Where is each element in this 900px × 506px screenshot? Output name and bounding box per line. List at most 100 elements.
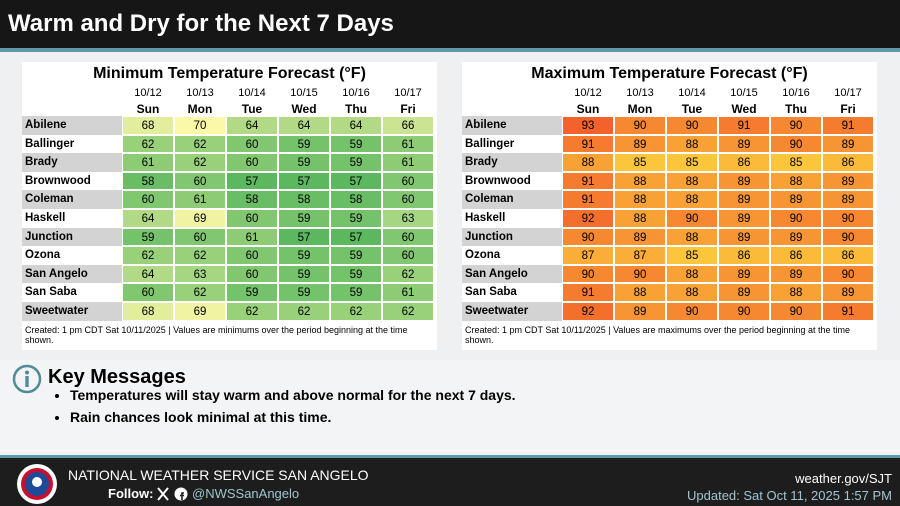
temp-cell: 86 — [822, 153, 874, 172]
city: Brownwood — [462, 171, 562, 191]
website[interactable]: weather.gov/SJT — [795, 471, 892, 486]
temp-cell: 59 — [226, 283, 278, 302]
temp-cell: 60 — [226, 134, 278, 154]
temp-cell: 90 — [562, 264, 614, 284]
temp-cell: 57 — [278, 227, 330, 247]
key-messages: Key Messages Temperatures will stay warm… — [0, 360, 900, 452]
data-row: San Saba 60 62 59 59 59 61 — [22, 283, 437, 302]
city: Brownwood — [22, 171, 122, 191]
temp-cell: 89 — [822, 171, 874, 191]
temp-cell: 90 — [822, 227, 874, 247]
temp-cell: 88 — [614, 171, 666, 191]
temp-cell: 90 — [562, 227, 614, 247]
temp-cell: 89 — [770, 227, 822, 247]
temp-cell: 90 — [666, 301, 718, 321]
temp-cell: 59 — [330, 246, 382, 265]
temp-cell: 91 — [562, 134, 614, 154]
day: Tue — [226, 100, 278, 116]
temp-cell: 89 — [718, 134, 770, 154]
city: Sweetwater — [22, 301, 122, 321]
office-name: NATIONAL WEATHER SERVICE SAN ANGELO — [68, 467, 369, 483]
temp-cell: 60 — [382, 171, 434, 191]
temp-cell: 58 — [278, 190, 330, 209]
table-title: Maximum Temperature Forecast (°F) — [531, 65, 808, 82]
city: Coleman — [462, 190, 562, 209]
data-row: Junction 59 60 61 57 57 60 — [22, 227, 437, 247]
temp-cell: 86 — [822, 246, 874, 265]
temp-cell: 59 — [330, 208, 382, 228]
header-row: 10/12 10/13 10/14 10/15 10/16 10/17 — [462, 84, 877, 100]
info-icon — [12, 364, 42, 394]
data-row: Haskell 64 69 60 59 59 63 — [22, 208, 437, 228]
data-row: Coleman 60 61 58 58 58 60 — [22, 190, 437, 209]
temp-cell: 60 — [382, 190, 434, 209]
temp-cell: 89 — [718, 190, 770, 209]
header-row: 10/12 10/13 10/14 10/15 10/16 10/17 — [22, 84, 437, 100]
day: Mon — [614, 100, 666, 116]
temp-cell: 89 — [718, 283, 770, 302]
temp-cell: 87 — [562, 246, 614, 265]
temp-cell: 85 — [666, 153, 718, 172]
city: Junction — [22, 227, 122, 247]
temp-cell: 62 — [226, 301, 278, 321]
corner — [22, 100, 122, 116]
date: 10/14 — [666, 84, 718, 100]
city: Ballinger — [22, 134, 122, 154]
temp-cell: 59 — [122, 227, 174, 247]
temp-cell: 90 — [666, 208, 718, 228]
key-message: Rain chances look minimal at this time. — [70, 406, 516, 428]
temp-cell: 62 — [174, 246, 226, 265]
temp-cell: 64 — [122, 208, 174, 228]
temp-cell: 89 — [822, 190, 874, 209]
temp-cell: 89 — [614, 227, 666, 247]
temp-cell: 90 — [718, 301, 770, 321]
temp-cell: 88 — [614, 190, 666, 209]
temp-cell: 62 — [122, 246, 174, 265]
temp-cell: 91 — [562, 171, 614, 191]
temp-cell: 62 — [122, 134, 174, 154]
data-row: San Angelo 90 90 88 89 89 90 — [462, 264, 877, 284]
date: 10/17 — [822, 84, 874, 100]
corner — [462, 100, 562, 116]
temp-cell: 88 — [666, 227, 718, 247]
data-row: Brownwood 58 60 57 57 57 60 — [22, 171, 437, 191]
updated: Updated: Sat Oct 11, 2025 1:57 PM — [687, 488, 892, 503]
temp-cell: 64 — [278, 116, 330, 135]
temp-cell: 93 — [562, 116, 614, 135]
temp-cell: 61 — [382, 283, 434, 302]
day: Fri — [822, 100, 874, 116]
temp-cell: 68 — [122, 116, 174, 135]
date: 10/16 — [330, 84, 382, 100]
key-messages-list: Temperatures will stay warm and above no… — [50, 384, 516, 428]
temp-cell: 90 — [770, 208, 822, 228]
data-row: Brady 61 62 60 59 59 61 — [22, 153, 437, 172]
city: Junction — [462, 227, 562, 247]
temp-cell: 60 — [122, 283, 174, 302]
temp-cell: 89 — [770, 190, 822, 209]
social-handle[interactable]: @NWSSanAngelo — [192, 486, 300, 501]
header: Warm and Dry for the Next 7 Days — [0, 0, 900, 52]
data-row: Ballinger 62 62 60 59 59 61 — [22, 134, 437, 154]
data-row: Abilene 93 90 90 91 90 91 — [462, 116, 877, 135]
min-table: Minimum Temperature Forecast (°F) 10/12 10… — [22, 62, 437, 350]
data-row: Ozona 87 87 85 86 86 86 — [462, 246, 877, 265]
day: Thu — [330, 100, 382, 116]
temp-cell: 57 — [226, 171, 278, 191]
temp-cell: 62 — [382, 264, 434, 284]
data-row: San Saba 91 88 88 89 88 89 — [462, 283, 877, 302]
temp-cell: 60 — [174, 227, 226, 247]
temp-cell: 70 — [174, 116, 226, 135]
data-row: Junction 90 89 88 89 89 90 — [462, 227, 877, 247]
temp-cell: 59 — [278, 208, 330, 228]
social-icons[interactable] — [157, 487, 189, 501]
data-row: Ozona 62 62 60 59 59 60 — [22, 246, 437, 265]
temp-cell: 60 — [226, 264, 278, 284]
temp-cell: 88 — [666, 283, 718, 302]
temp-cell: 60 — [382, 246, 434, 265]
temp-cell: 59 — [278, 153, 330, 172]
table-title: Minimum Temperature Forecast (°F) — [93, 65, 366, 82]
temp-cell: 68 — [122, 301, 174, 321]
temp-cell: 61 — [382, 153, 434, 172]
header-row: Sun Mon Tue Wed Thu Fri — [22, 100, 437, 116]
day: Tue — [666, 100, 718, 116]
